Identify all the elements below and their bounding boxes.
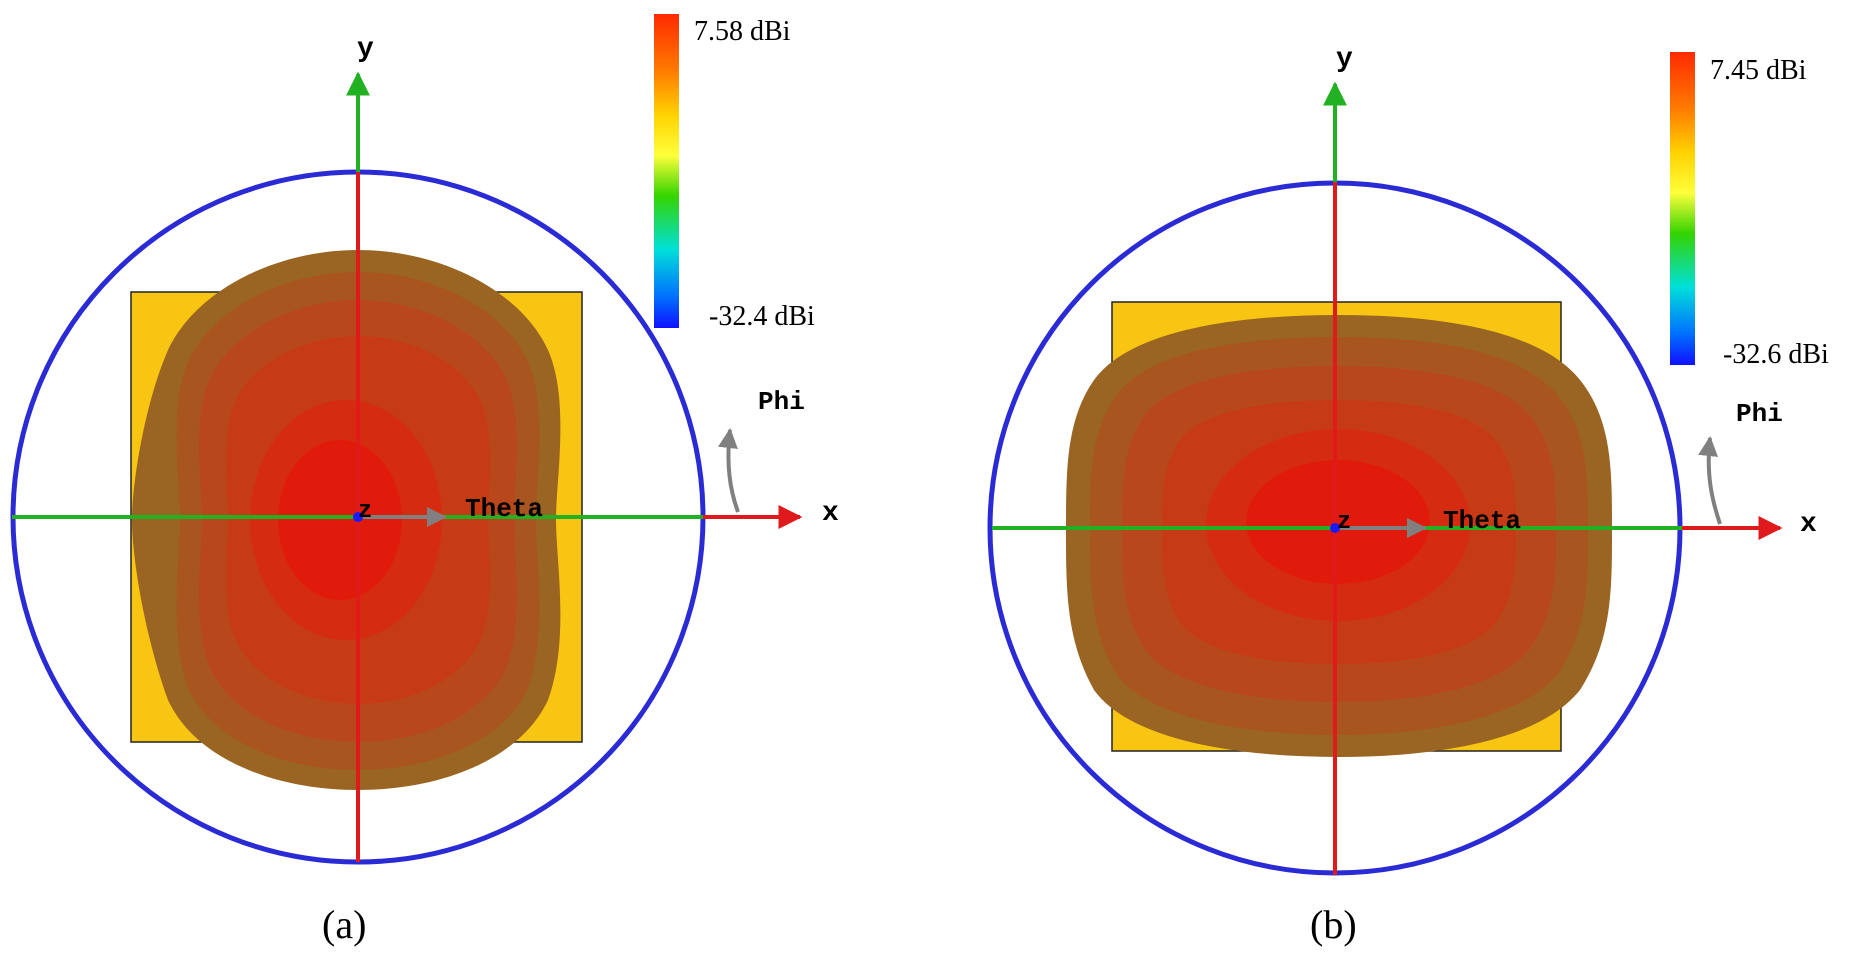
y-axis-label: y [357, 34, 374, 65]
phi-label: Phi [1736, 399, 1783, 429]
colorbar [1670, 52, 1695, 365]
panel-caption: (a) [322, 902, 366, 947]
colorbar-max-label: 7.58 dBi [694, 16, 791, 47]
x-axis-label: x [822, 498, 839, 529]
panel-b: y x z Theta Phi 7.45 dBi -32.6 dBi (b) [987, 44, 1829, 947]
origin-marker [1330, 523, 1340, 533]
x-axis-label: x [1800, 509, 1817, 540]
theta-label: Theta [465, 494, 543, 524]
colorbar-max-label: 7.45 dBi [1710, 55, 1807, 86]
radiation-pattern-lobe [1066, 315, 1612, 757]
colorbar-min-label: -32.6 dBi [1723, 339, 1829, 370]
phi-label: Phi [758, 387, 805, 417]
theta-label: Theta [1443, 506, 1521, 536]
panel-a: y x z Theta Phi 7.58 dBi -32.4 dBi (a) [10, 14, 839, 947]
colorbar-min-label: -32.4 dBi [709, 301, 815, 332]
colorbar [654, 14, 679, 328]
z-axis-label: z [358, 498, 372, 525]
origin-marker [353, 512, 363, 522]
y-axis-label: y [1336, 44, 1353, 75]
panel-caption: (b) [1310, 902, 1357, 947]
phi-arrow [1698, 436, 1722, 525]
phi-arrow [718, 428, 740, 513]
z-axis-label: z [1337, 509, 1351, 536]
